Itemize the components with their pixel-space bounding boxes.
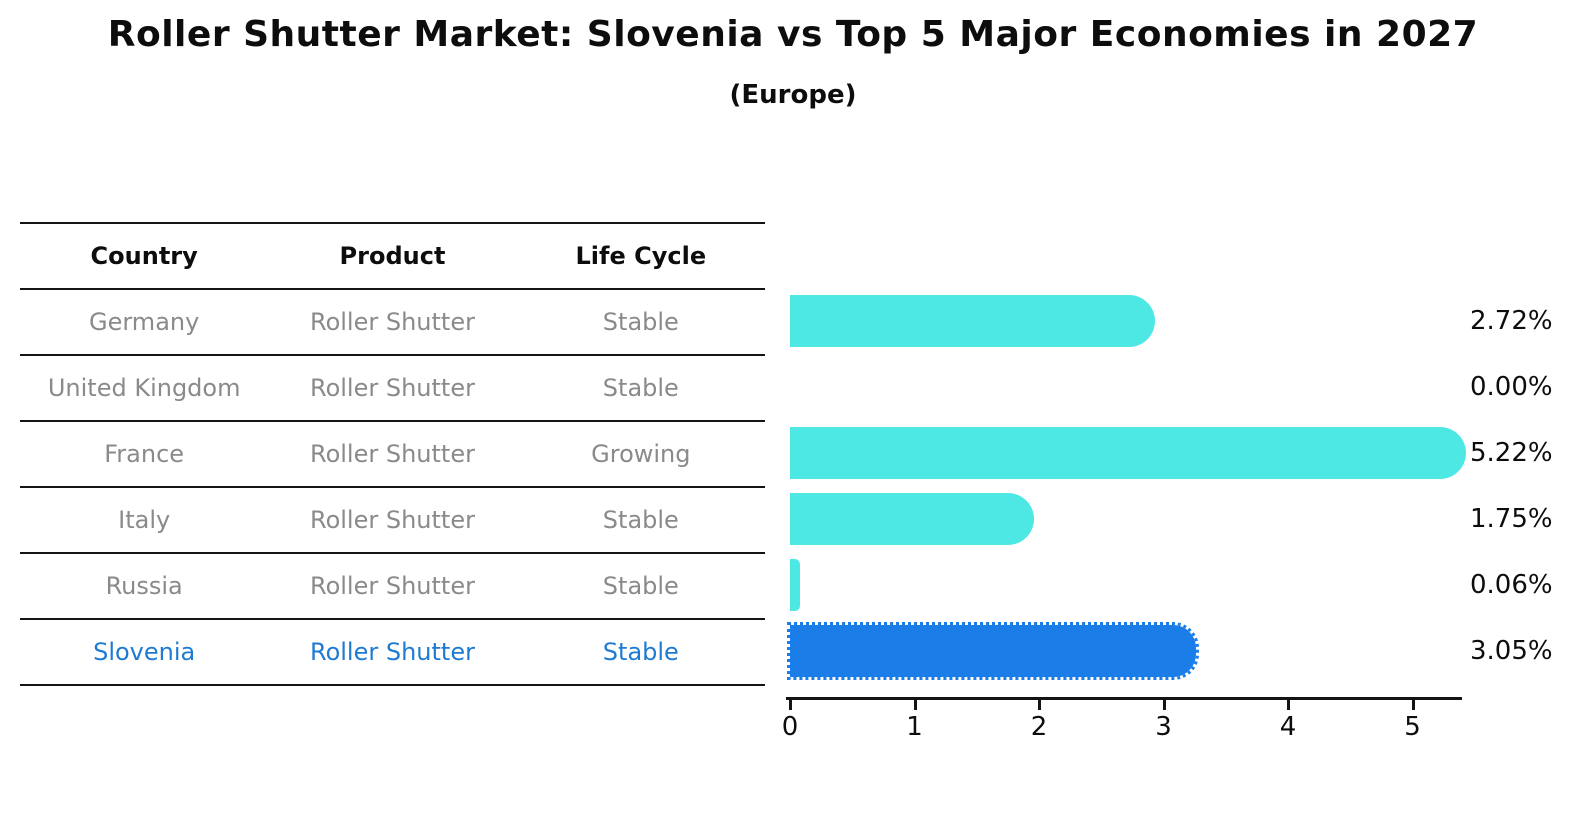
bar-row-france: 5.22% xyxy=(0,420,1586,486)
cell-life-cycle: Stable xyxy=(602,572,679,600)
cell-product: Roller Shutter xyxy=(309,638,475,666)
value-label-russia: 0.06% xyxy=(1470,570,1553,600)
x-axis-line xyxy=(786,697,1462,700)
chart-subtitle: (Europe) xyxy=(729,80,857,110)
x-axis-tick xyxy=(1287,700,1290,710)
cell-country: United Kingdom xyxy=(47,374,241,402)
bar-france xyxy=(790,427,1466,479)
table-row-united-kingdom: United Kingdom Roller Shutter Stable xyxy=(20,354,765,420)
cell-life-cycle: Stable xyxy=(602,308,679,336)
cell-life-cycle: Stable xyxy=(602,638,679,666)
bar-italy xyxy=(790,493,1034,545)
table-row-italy: Italy Roller Shutter Stable xyxy=(20,486,765,552)
x-axis-tick-label: 2 xyxy=(1030,712,1048,742)
x-axis-tick xyxy=(1411,700,1415,710)
bar-row-united-kingdom: 0.00% xyxy=(0,354,1586,420)
column-header-life-cycle: Life Cycle xyxy=(575,242,707,270)
cell-product: Roller Shutter xyxy=(309,374,475,402)
cell-life-cycle: Stable xyxy=(602,374,679,402)
column-header-product: Product xyxy=(339,242,446,270)
bar-row-italy: 1.75% xyxy=(0,486,1586,552)
bar-row-slovenia: 3.05% xyxy=(0,618,1586,684)
value-label-italy: 1.75% xyxy=(1470,504,1553,534)
x-axis-tick-label: 5 xyxy=(1404,712,1421,742)
cell-life-cycle: Stable xyxy=(602,506,679,534)
comparison-table: Country Product Life Cycle Germany Rolle… xyxy=(20,222,765,686)
x-axis-tick xyxy=(789,700,792,710)
cell-product: Roller Shutter xyxy=(309,506,475,534)
x-axis-tick-label: 1 xyxy=(906,712,923,742)
bar-germany xyxy=(790,295,1155,347)
bar-slovenia-highlighted xyxy=(787,622,1199,680)
cell-product: Roller Shutter xyxy=(309,440,475,468)
bar-russia xyxy=(790,559,801,611)
cell-country: Russia xyxy=(105,572,183,600)
cell-life-cycle: Growing xyxy=(591,440,691,468)
table-row-france: France Roller Shutter Growing xyxy=(20,420,765,486)
cell-country: Germany xyxy=(89,308,200,336)
column-header-country: Country xyxy=(90,242,198,270)
x-axis-tick-label: 3 xyxy=(1155,712,1172,742)
x-axis-tick xyxy=(913,700,917,710)
x-axis-tick xyxy=(1038,700,1041,710)
value-label-slovenia: 3.05% xyxy=(1470,636,1553,666)
chart-title: Roller Shutter Market: Slovenia vs Top 5… xyxy=(107,14,1479,55)
bar-row-russia: 0.06% xyxy=(0,552,1586,618)
x-axis-tick xyxy=(1162,700,1166,710)
table-row-russia: Russia Roller Shutter Stable xyxy=(20,552,765,618)
table-row-germany: Germany Roller Shutter Stable xyxy=(20,288,765,354)
x-axis-tick-label: 4 xyxy=(1279,712,1297,742)
value-label-germany: 2.72% xyxy=(1470,306,1553,336)
cell-product: Roller Shutter xyxy=(309,308,475,336)
table-row-slovenia-highlighted: Slovenia Roller Shutter Stable xyxy=(20,618,765,686)
x-axis-tick-label: 0 xyxy=(781,712,799,742)
cell-country: France xyxy=(104,440,185,468)
bar-row-germany: 2.72% xyxy=(0,288,1586,354)
value-label-united-kingdom: 0.00% xyxy=(1470,372,1553,402)
value-label-france: 5.22% xyxy=(1470,438,1553,468)
cell-country: Slovenia xyxy=(93,638,196,666)
cell-product: Roller Shutter xyxy=(309,572,475,600)
cell-country: Italy xyxy=(118,506,171,534)
table-header-row: Country Product Life Cycle xyxy=(20,222,765,288)
